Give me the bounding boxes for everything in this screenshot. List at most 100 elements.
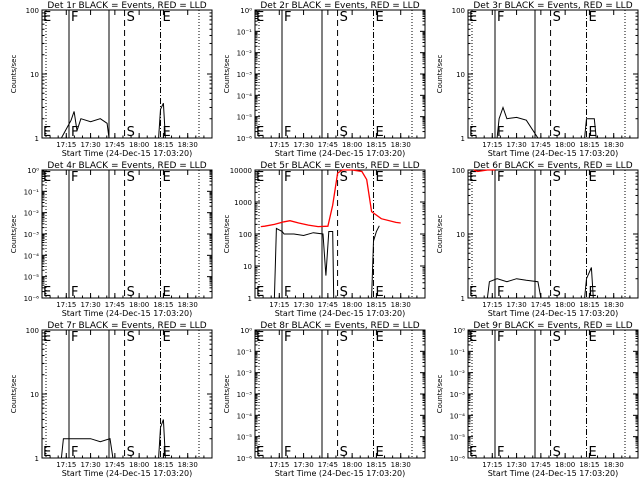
panel-det-4: Det 4r BLACK = Events, RED = LLD Counts/s… [10, 161, 213, 318]
y-axis-label: Counts/sec [436, 55, 444, 94]
marker-label-f: F [497, 330, 504, 345]
x-tick-label: 17:15 [482, 301, 502, 309]
x-tick-label: 17:45 [105, 461, 125, 469]
x-tick-label: 18:00 [129, 461, 149, 469]
x-tick-label: 18:00 [555, 461, 575, 469]
y-axis-label: Counts/sec [436, 215, 444, 254]
x-tick-label: 18:30 [604, 461, 624, 469]
panel-det-3: Det 3r BLACK = Events, RED = LLD Counts/s… [436, 1, 639, 158]
y-tick-label: 10⁻⁵ [450, 434, 466, 442]
x-axis-title: Start Time (24-Dec-15 17:03:20) [488, 309, 619, 318]
x-axis-title: Start Time (24-Dec-15 17:03:20) [62, 309, 193, 318]
panel-det-9: Det 9r BLACK = Events, RED = LLD Counts/s… [436, 321, 639, 478]
marker-label-s-bottom: S [127, 125, 135, 140]
marker-label-e-start-bottom: E [43, 285, 51, 300]
series-events-line [486, 267, 594, 299]
marker-label-e: E [163, 10, 171, 25]
x-tick-label: 17:15 [269, 461, 289, 469]
y-tick-label: 10⁻⁴ [450, 412, 466, 420]
y-tick-label: 100 [452, 7, 465, 15]
marker-label-e-bottom: E [589, 445, 597, 460]
x-tick-label: 17:45 [318, 461, 338, 469]
marker-label-e: E [589, 170, 597, 185]
x-tick-label: 18:15 [366, 141, 386, 149]
series-events-line [60, 102, 166, 139]
y-tick-label: 10⁻⁶ [237, 135, 253, 143]
panel-det-8: Det 8r BLACK = Events, RED = LLD Counts/s… [223, 321, 426, 478]
marker-label-f: F [71, 330, 78, 345]
y-tick-label: 10⁻¹ [24, 188, 40, 196]
x-tick-label: 18:15 [579, 301, 599, 309]
plot-frame [467, 9, 639, 139]
x-axis-title: Start Time (24-Dec-15 17:03:20) [62, 469, 193, 478]
x-axis-title: Start Time (24-Dec-15 17:03:20) [488, 469, 619, 478]
y-axis-label: Counts/sec [10, 375, 18, 414]
y-tick-label: 10⁻³ [237, 71, 253, 79]
y-tick-label: 10⁻⁵ [237, 114, 253, 122]
x-tick-label: 17:30 [506, 461, 526, 469]
panel-title: Det 4r BLACK = Events, RED = LLD [47, 161, 206, 171]
marker-label-s: S [340, 170, 348, 185]
panel-det-6: Det 6r BLACK = Events, RED = LLD Counts/s… [436, 161, 639, 318]
marker-label-f-bottom: F [284, 285, 291, 300]
x-tick-label: 18:15 [153, 461, 173, 469]
marker-label-e-start: E [469, 10, 477, 25]
x-tick-label: 18:00 [342, 461, 362, 469]
y-tick-label: 10⁻³ [237, 391, 253, 399]
panel-title: Det 8r BLACK = Events, RED = LLD [260, 321, 419, 331]
y-tick-label: 10⁻⁶ [450, 455, 466, 463]
panel-title: Det 2r BLACK = Events, RED = LLD [260, 1, 419, 11]
marker-label-e-bottom: E [376, 125, 384, 140]
y-tick-label: 100 [239, 231, 252, 239]
marker-label-f-bottom: F [71, 125, 78, 140]
plot-frame [41, 169, 213, 299]
marker-label-f-bottom: F [497, 285, 504, 300]
series-lld-line [473, 169, 496, 173]
y-tick-label: 1 [248, 295, 252, 303]
marker-label-s: S [127, 170, 135, 185]
y-tick-label: 10⁻² [24, 210, 40, 218]
marker-label-f-bottom: F [497, 445, 504, 460]
x-tick-label: 17:30 [293, 301, 313, 309]
plot-frame [254, 169, 426, 299]
y-axis-label: Counts/sec [223, 375, 231, 414]
y-tick-label: 10⁻³ [24, 231, 40, 239]
marker-label-e: E [589, 10, 597, 25]
y-tick-label: 10⁻² [450, 370, 466, 378]
marker-label-s: S [340, 330, 348, 345]
panel-det-1: Det 1r BLACK = Events, RED = LLD Counts/s… [10, 1, 213, 158]
y-axis-label: Counts/sec [436, 375, 444, 414]
marker-label-e-start: E [256, 330, 264, 345]
marker-label-s-bottom: S [340, 285, 348, 300]
plot-frame [254, 329, 426, 459]
plot-frame [41, 9, 213, 139]
x-tick-label: 17:15 [56, 461, 76, 469]
series-events-line [60, 419, 166, 459]
panel-title: Det 1r BLACK = Events, RED = LLD [47, 1, 206, 11]
marker-label-e: E [589, 330, 597, 345]
series-events-line [496, 105, 597, 139]
marker-label-s: S [127, 10, 135, 25]
marker-label-e-start-bottom: E [256, 285, 264, 300]
x-tick-label: 18:15 [153, 301, 173, 309]
x-tick-label: 18:00 [555, 141, 575, 149]
panel-title: Det 5r BLACK = Events, RED = LLD [260, 161, 419, 171]
y-tick-label: 10⁻⁴ [237, 412, 253, 420]
x-axis-title: Start Time (24-Dec-15 17:03:20) [275, 149, 406, 158]
y-tick-label: 10⁻¹ [237, 348, 253, 356]
x-tick-label: 18:30 [391, 141, 411, 149]
x-tick-label: 17:30 [80, 301, 100, 309]
x-axis-title: Start Time (24-Dec-15 17:03:20) [275, 469, 406, 478]
marker-label-s: S [553, 170, 561, 185]
panel-title: Det 6r BLACK = Events, RED = LLD [473, 161, 632, 171]
y-tick-label: 10⁻⁴ [24, 252, 40, 260]
x-tick-label: 17:15 [269, 301, 289, 309]
marker-label-e-start: E [256, 10, 264, 25]
marker-label-e-start-bottom: E [43, 125, 51, 140]
y-tick-label: 1 [35, 455, 39, 463]
x-tick-label: 17:45 [531, 461, 551, 469]
x-tick-label: 17:45 [531, 301, 551, 309]
x-tick-label: 18:00 [129, 141, 149, 149]
x-tick-label: 17:15 [269, 141, 289, 149]
marker-label-e-start: E [43, 330, 51, 345]
